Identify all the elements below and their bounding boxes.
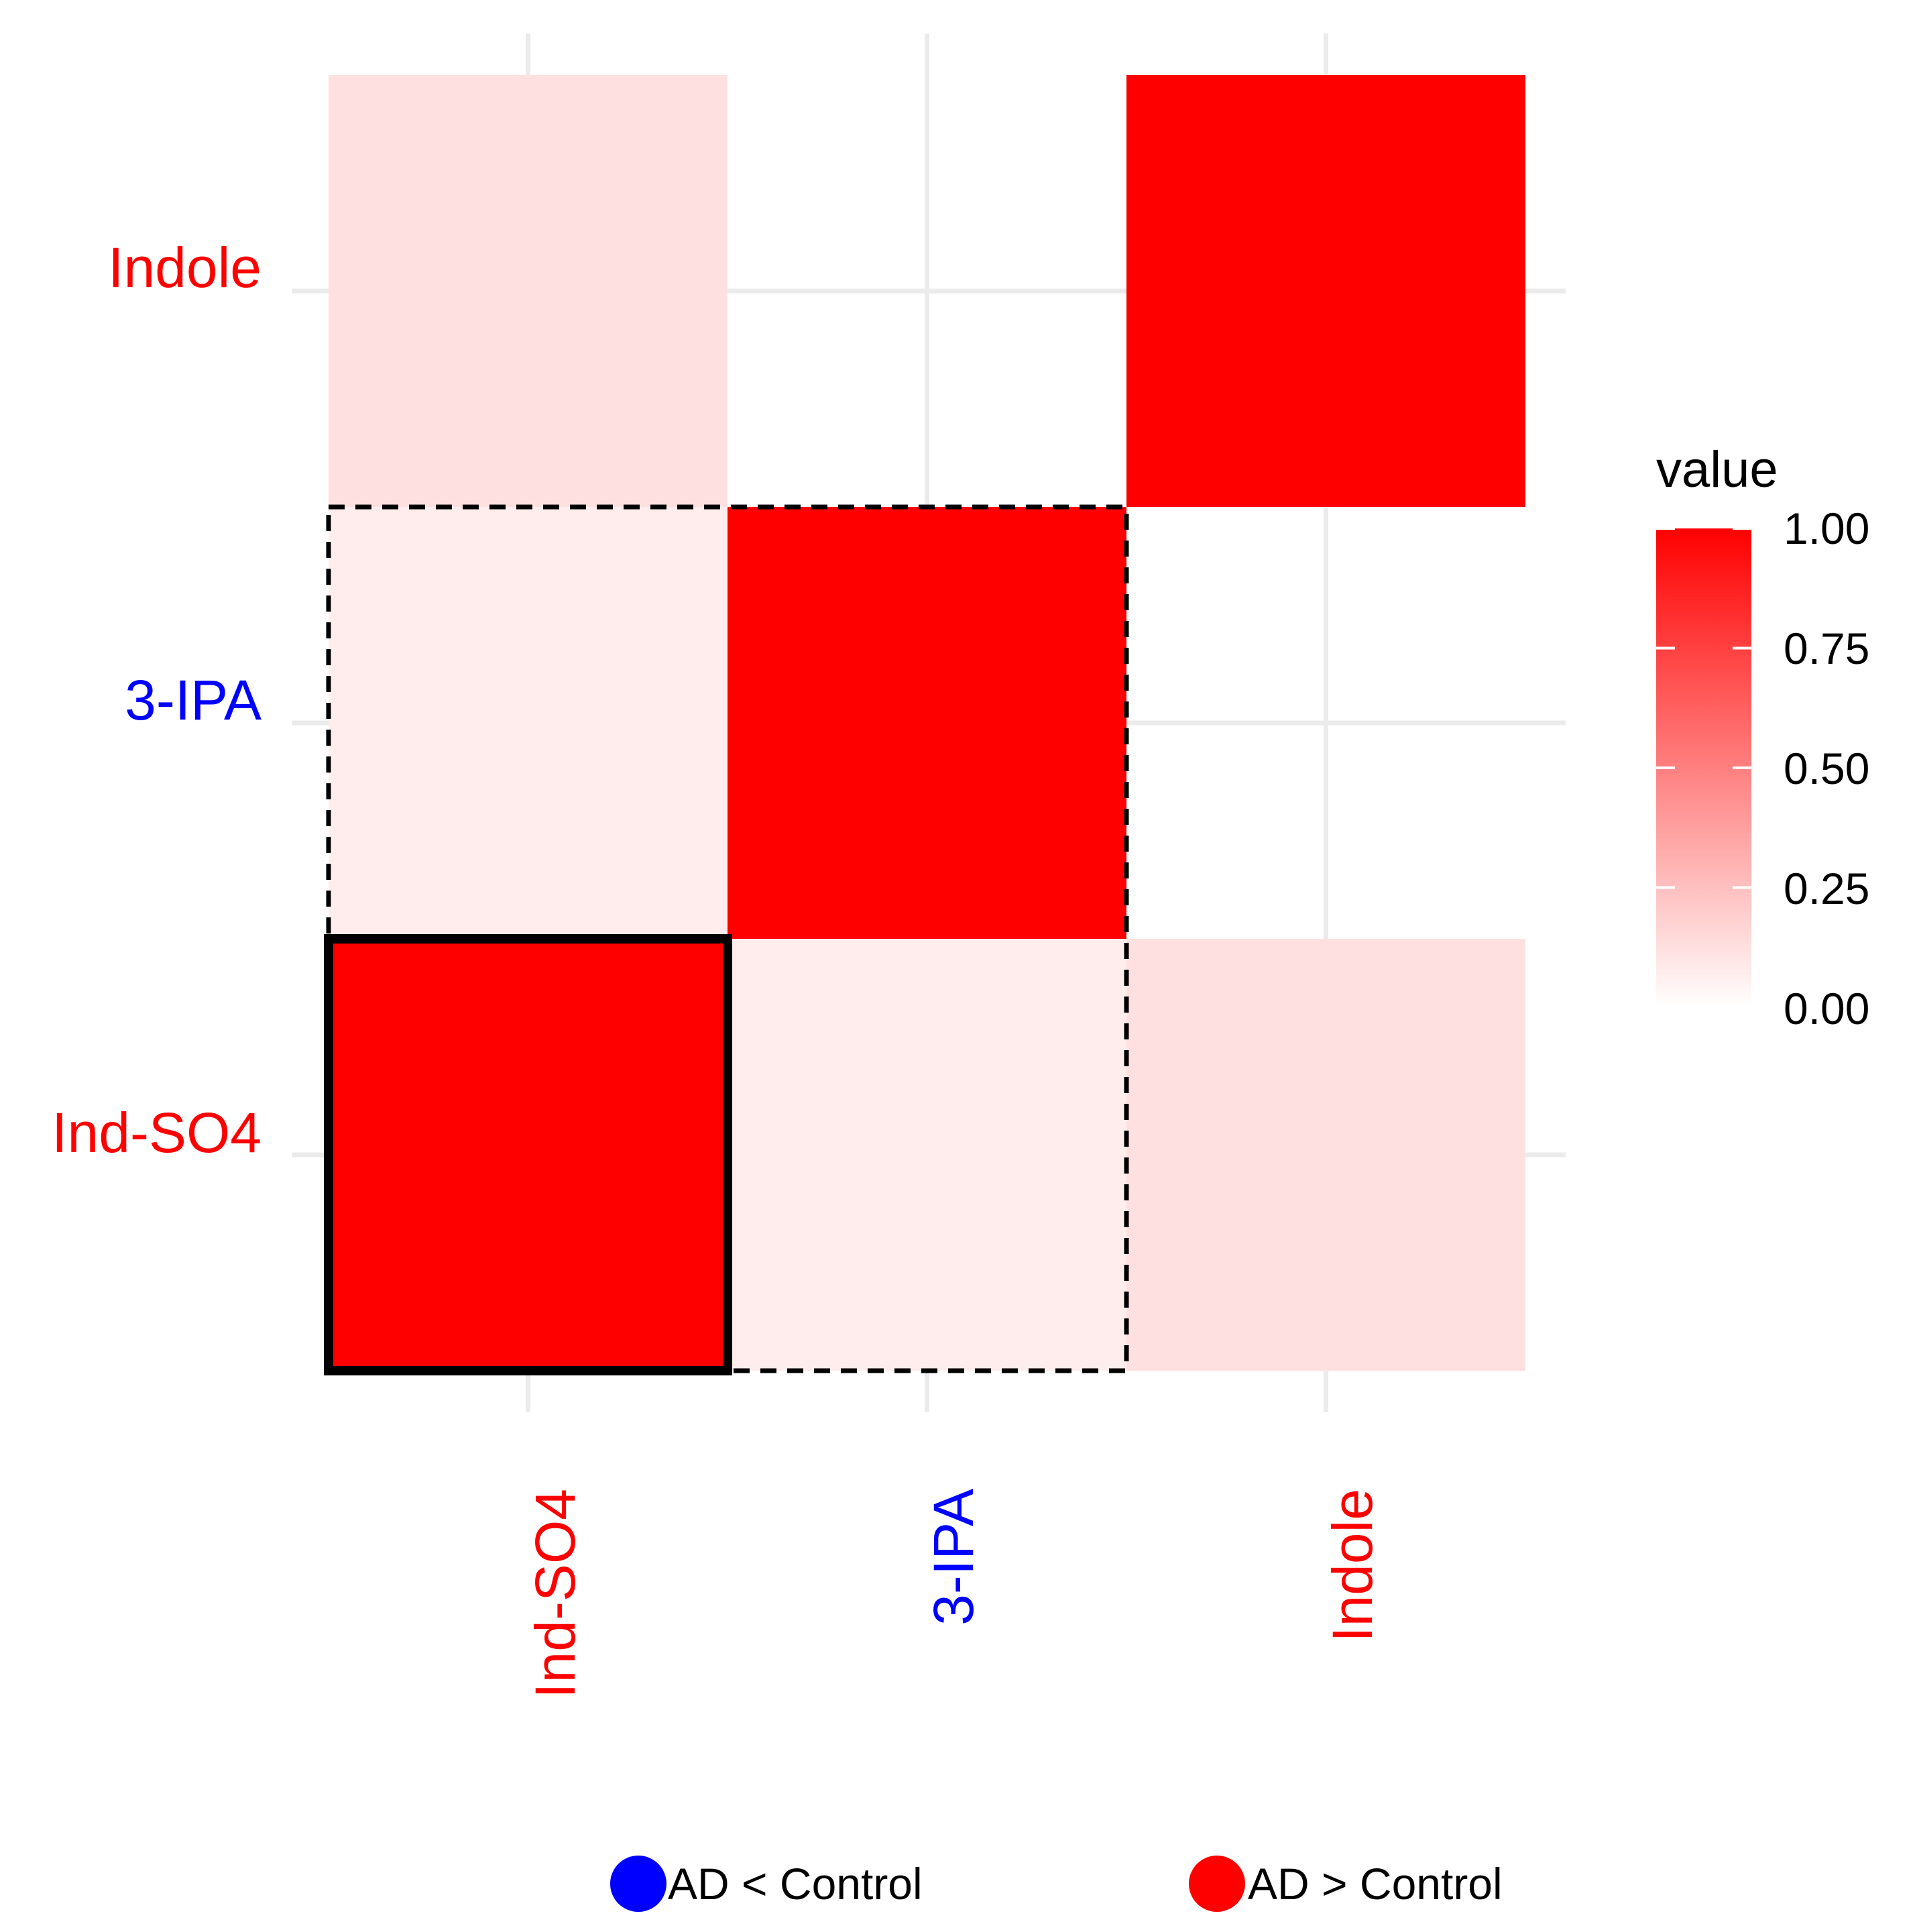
colorbar-label-0.25: 0.25 bbox=[1784, 864, 1869, 913]
colorbar-label-0.00: 0.00 bbox=[1784, 984, 1869, 1033]
group-legend-label-ad-lower: AD < Control bbox=[668, 1859, 923, 1909]
x-tick-label-3-ipa: 3-IPA bbox=[922, 1489, 985, 1626]
cluster-outlines bbox=[324, 504, 1129, 1375]
x-tick-label-indole: Indole bbox=[1321, 1489, 1384, 1642]
colorbar-label-0.75: 0.75 bbox=[1784, 624, 1869, 673]
heatmap-cells bbox=[329, 75, 1525, 1371]
heatmap-cell-indole-ind-so4 bbox=[1126, 939, 1525, 1371]
heatmap-cell-ind-so4-3-ipa bbox=[329, 507, 728, 939]
colorbar-label-0.50: 0.50 bbox=[1784, 744, 1869, 793]
colorbar-ticks bbox=[1656, 527, 1751, 1009]
x-tick-label-ind-so4: Ind-SO4 bbox=[524, 1489, 587, 1699]
group-legend-label-ad-higher: AD > Control bbox=[1248, 1859, 1503, 1909]
group-legend-dot-ad-lower bbox=[610, 1856, 666, 1912]
y-tick-label-indole: Indole bbox=[108, 236, 262, 299]
heatmap-cell-ind-so4-indole bbox=[329, 75, 728, 507]
y-tick-label-3-ipa: 3-IPA bbox=[125, 669, 262, 732]
legend-title: value bbox=[1656, 441, 1778, 498]
colorbar-label-1.00: 1.00 bbox=[1784, 504, 1869, 553]
heatmap-cell-indole-indole bbox=[1126, 75, 1525, 507]
heatmap-cell-3-ipa-3-ipa bbox=[728, 507, 1126, 939]
group-legend-dot-ad-higher bbox=[1189, 1856, 1245, 1912]
y-tick-label-ind-so4: Ind-SO4 bbox=[52, 1101, 262, 1164]
heatmap-cell-ind-so4-ind-so4 bbox=[329, 939, 728, 1371]
heatmap-cell-3-ipa-ind-so4 bbox=[728, 939, 1126, 1371]
